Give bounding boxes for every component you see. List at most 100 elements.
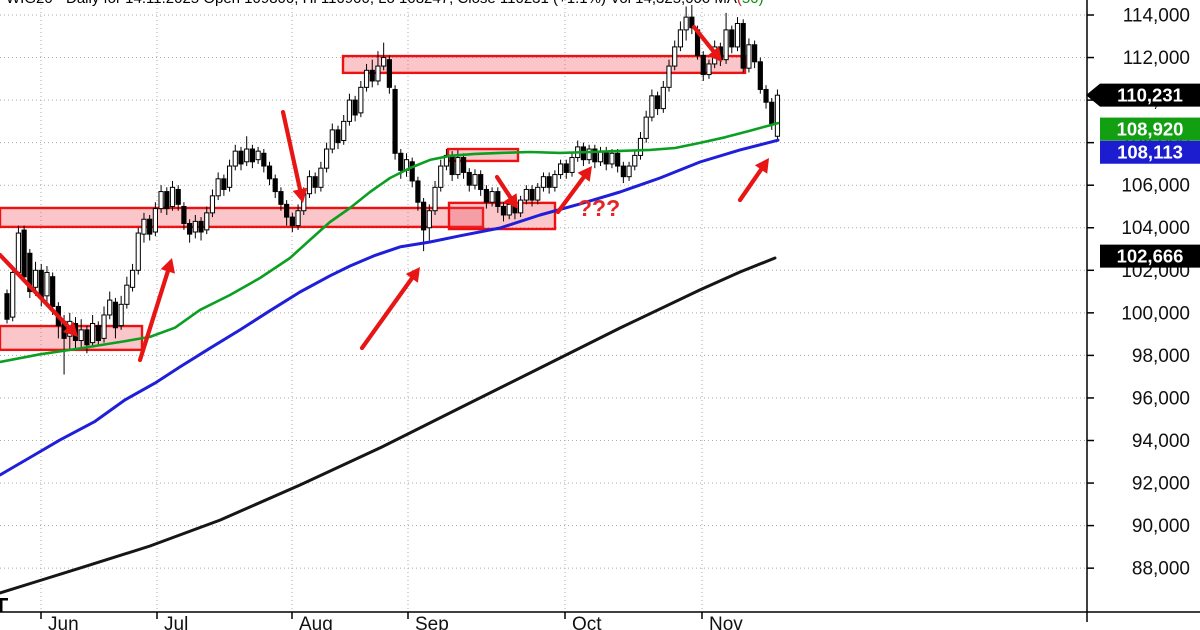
candle-down: [278, 191, 284, 205]
annotation-arrow-head: [405, 267, 420, 283]
annotation-arrow-shaft: [555, 175, 586, 215]
candle-down: [729, 29, 735, 48]
candle-up: [723, 29, 729, 61]
candle-down: [112, 301, 119, 329]
y-axis-label: 100,000: [1121, 303, 1190, 324]
candle-up: [552, 174, 558, 188]
annotation-arrow-head: [62, 321, 78, 337]
ma-mid-blue: [0, 138, 780, 477]
candle-down: [529, 188, 535, 201]
x-axis-month-label: Oct: [572, 614, 602, 630]
candle-up: [101, 314, 107, 339]
candle-up: [32, 269, 39, 288]
candle-down: [460, 157, 467, 173]
candle-up: [438, 165, 444, 188]
candle-up: [346, 99, 353, 122]
candle-down: [175, 188, 181, 205]
candle-up: [255, 150, 261, 161]
candle-down: [478, 174, 484, 190]
candle-up: [677, 29, 684, 48]
annotation-arrow-shaft: [737, 167, 764, 203]
candle-down: [21, 229, 27, 278]
title-segment: WIG20 - Daily for 14.11.2025 Open 109800…: [6, 0, 714, 7]
candle-down: [181, 205, 187, 224]
candle-down: [84, 329, 90, 346]
candle-up: [569, 157, 575, 173]
candle-down: [238, 150, 244, 165]
candle-down: [398, 152, 404, 171]
candle-up: [666, 65, 672, 88]
supply-demand-zone: [341, 54, 747, 75]
candle-up: [215, 178, 221, 197]
zones: [0, 54, 747, 352]
candle-up: [455, 157, 461, 176]
candle-down: [700, 54, 706, 76]
candle-up: [232, 150, 238, 167]
supply-demand-zone: [0, 206, 485, 229]
annotation-arrow-head: [292, 187, 308, 203]
candle-up: [15, 232, 22, 273]
x-axis-month-label: Nov: [709, 614, 743, 630]
candle-down: [620, 165, 626, 178]
candle-up: [774, 94, 781, 137]
candle-up: [318, 167, 324, 188]
x-axis-month-label: Jul: [164, 614, 188, 630]
annotation-arrow-head: [707, 46, 722, 62]
arrow-annotations: [0, 24, 769, 363]
y-axis: 114,000112,000110,000108,000106,000104,0…: [1087, 5, 1190, 580]
y-axis-label: 88,000: [1132, 559, 1190, 580]
candle-up: [124, 284, 130, 305]
price-tag: [1100, 117, 1200, 141]
candle-up: [540, 176, 547, 188]
candle-down: [147, 218, 153, 235]
chart-title-ohlc: WIG20 - Daily for 14.11.2025 Open 109800…: [6, 0, 764, 8]
candle-down: [466, 171, 472, 186]
candle-down: [689, 16, 695, 29]
candle-up: [506, 203, 512, 216]
axis-corner-mark: [0, 598, 3, 612]
y-axis-label: 98,000: [1132, 346, 1190, 367]
candle-up: [209, 195, 216, 214]
candle-down: [409, 161, 415, 182]
candle-up: [341, 120, 347, 142]
annotation-arrow-head: [160, 258, 175, 274]
candle-up: [44, 271, 50, 297]
title-segment: 50): [742, 0, 764, 7]
y-axis-label: 104,000: [1121, 218, 1190, 239]
candle-up: [609, 152, 615, 165]
candle-down: [187, 222, 193, 235]
candle-up: [660, 86, 666, 110]
y-axis-label: 90,000: [1132, 516, 1190, 537]
price-tag-label: 110,231: [1117, 85, 1183, 106]
candle-down: [27, 252, 33, 293]
y-axis-label: 94,000: [1132, 431, 1190, 452]
annotation-arrow-head: [577, 166, 592, 182]
candle-up: [746, 44, 752, 69]
candle-up: [649, 95, 655, 118]
ma-slow-black: [0, 256, 777, 595]
candle-down: [272, 178, 278, 193]
candle-down: [289, 216, 295, 227]
candle-up: [518, 199, 524, 214]
candle-up: [683, 16, 689, 31]
candle-down: [95, 325, 101, 342]
candle-up: [204, 212, 210, 231]
gridlines: [0, 0, 1087, 612]
x-axis-month-label: Aug: [299, 614, 333, 630]
candle-down: [546, 176, 552, 188]
candle-up: [637, 137, 644, 156]
candle-up: [706, 63, 712, 76]
candles: [4, 4, 781, 375]
candle-up: [306, 176, 313, 195]
candle-up: [363, 69, 370, 88]
candle-up: [734, 23, 741, 48]
candle-down: [352, 99, 358, 116]
candle-up: [244, 148, 250, 163]
title-segment: MA: [714, 0, 737, 7]
candle-down: [198, 220, 204, 233]
annotation-arrow-shaft: [494, 174, 513, 200]
y-axis-label: 96,000: [1132, 388, 1190, 409]
